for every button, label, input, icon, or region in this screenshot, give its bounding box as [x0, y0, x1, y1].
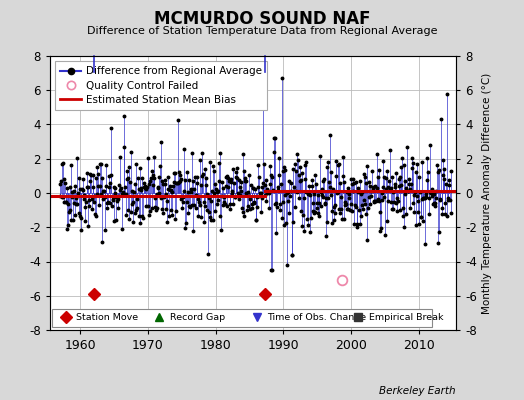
Text: Difference of Station Temperature Data from Regional Average: Difference of Station Temperature Data f…: [87, 26, 437, 36]
Text: Station Move: Station Move: [76, 313, 138, 322]
Text: MCMURDO SOUND NAF: MCMURDO SOUND NAF: [154, 10, 370, 28]
Text: Record Gap: Record Gap: [170, 313, 225, 322]
Bar: [52, 308, 431, 328]
Text: Empirical Break: Empirical Break: [368, 313, 443, 322]
Y-axis label: Monthly Temperature Anomaly Difference (°C): Monthly Temperature Anomaly Difference (…: [482, 72, 493, 314]
Text: Time of Obs. Change: Time of Obs. Change: [267, 313, 366, 322]
Legend: Difference from Regional Average, Quality Control Failed, Estimated Station Mean: Difference from Regional Average, Qualit…: [55, 61, 267, 110]
Text: Berkeley Earth: Berkeley Earth: [379, 386, 456, 396]
